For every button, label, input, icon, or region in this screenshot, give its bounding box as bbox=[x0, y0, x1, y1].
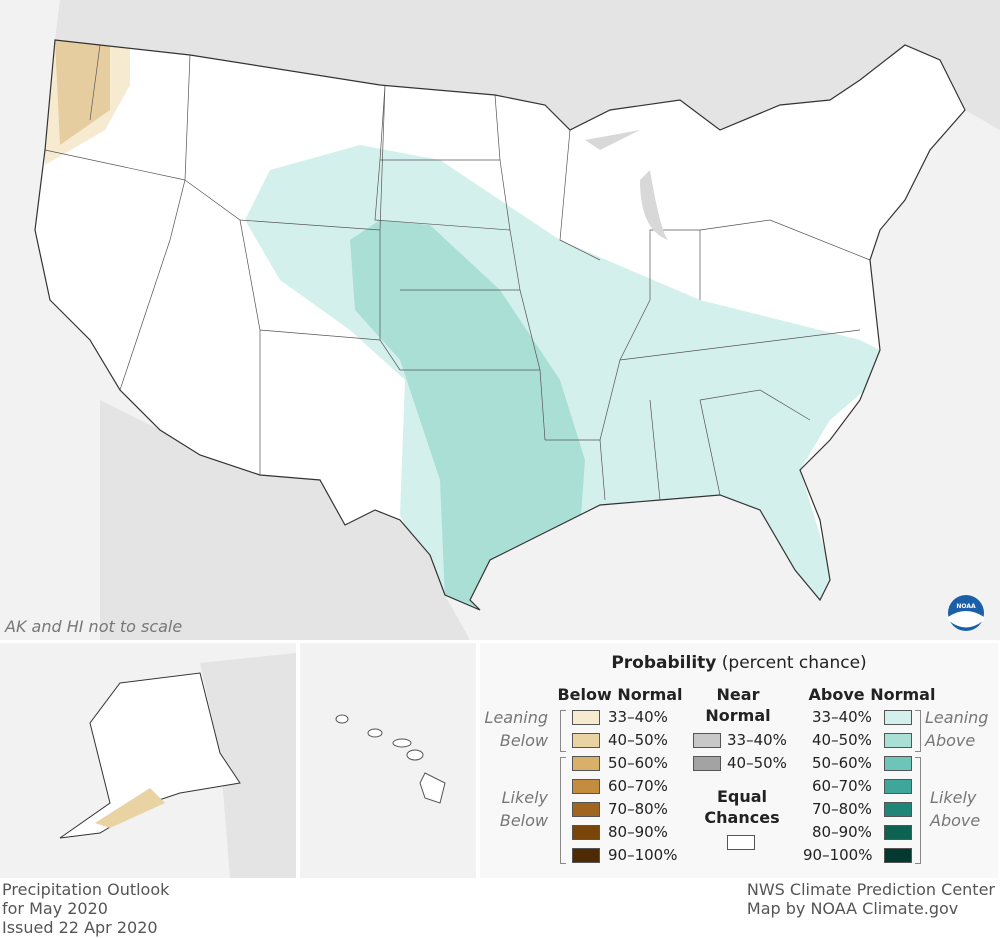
footer-right: NWS Climate Prediction Center Map by NOAA… bbox=[747, 880, 995, 918]
footer-line: Issued 22 Apr 2020 bbox=[2, 918, 158, 937]
alaska-inset bbox=[0, 643, 296, 878]
swatch bbox=[572, 825, 600, 840]
swatch bbox=[572, 848, 600, 863]
swatch bbox=[572, 733, 600, 748]
canada bbox=[55, 0, 1000, 130]
below-40-area bbox=[55, 40, 110, 145]
near-heading: Near Normal bbox=[705, 685, 771, 725]
likely-above: Likely Above bbox=[930, 788, 981, 830]
swatch bbox=[572, 710, 600, 725]
above-heading: Above Normal bbox=[808, 685, 936, 704]
below-heading: Below Normal bbox=[557, 685, 683, 704]
footer-line: Map by NOAA Climate.gov bbox=[746, 899, 959, 918]
swatch-label: 70–80% bbox=[812, 800, 872, 818]
swatch bbox=[693, 756, 721, 771]
footer-line: Precipitation Outlook bbox=[2, 880, 170, 899]
swatch-label: 90–100% bbox=[608, 846, 678, 864]
leaning-above: Leaning Above bbox=[925, 708, 989, 750]
scale-note: AK and HI not to scale bbox=[4, 617, 182, 636]
swatch bbox=[693, 733, 721, 748]
footer-line: NWS Climate Prediction Center bbox=[746, 880, 995, 899]
swatch-label: 60–70% bbox=[812, 777, 872, 795]
logo-text: NOAA bbox=[956, 603, 976, 610]
swatch bbox=[884, 802, 912, 817]
legend-title-text: Probability bbox=[611, 653, 717, 673]
swatch bbox=[572, 756, 600, 771]
canada-inset bbox=[200, 653, 296, 878]
swatch-label: 90–100% bbox=[803, 846, 873, 864]
swatch-label: 33–40% bbox=[608, 708, 668, 726]
bracket bbox=[915, 710, 921, 752]
swatch-label: 80–90% bbox=[812, 823, 872, 841]
swatch-label: 60–70% bbox=[608, 777, 668, 795]
equal-swatch bbox=[727, 835, 755, 850]
mexico bbox=[100, 400, 470, 640]
bracket bbox=[560, 710, 566, 752]
great-lakes bbox=[585, 130, 668, 240]
swatch-label: 40–50% bbox=[727, 754, 787, 772]
likely-below: Likely Below bbox=[499, 788, 548, 830]
swatch-label: 40–50% bbox=[812, 731, 872, 749]
swatch bbox=[884, 825, 912, 840]
us-outline bbox=[34, 39, 966, 611]
footer-left: Precipitation Outlook for May 2020 Issued … bbox=[2, 880, 169, 937]
noaa-logo-wave bbox=[948, 611, 984, 628]
swatch-label: 70–80% bbox=[608, 800, 668, 818]
main-map: NOAA AK and HI not to scale bbox=[0, 0, 1000, 640]
legend-title: Probability (percent chance) bbox=[480, 653, 998, 673]
bracket bbox=[560, 757, 566, 864]
leaning-below: Leaning Below bbox=[484, 708, 548, 750]
swatch bbox=[884, 733, 912, 748]
alaska-below-area bbox=[95, 788, 165, 828]
hawaii bbox=[335, 714, 446, 804]
swatch-label: 40–50% bbox=[608, 731, 668, 749]
state-borders bbox=[44, 44, 871, 501]
swatch bbox=[572, 802, 600, 817]
inset-bg bbox=[300, 643, 476, 878]
bracket bbox=[915, 757, 921, 864]
swatch-label: 50–60% bbox=[608, 754, 668, 772]
swatch-label: 50–60% bbox=[812, 754, 872, 772]
above-40-area bbox=[350, 220, 585, 610]
swatch bbox=[572, 779, 600, 794]
hawaii-inset bbox=[300, 643, 476, 878]
swatch bbox=[884, 848, 912, 863]
swatch-label: 33–40% bbox=[727, 731, 787, 749]
swatch-label: 80–90% bbox=[608, 823, 668, 841]
equal-heading: Equal Chances bbox=[704, 787, 780, 827]
swatch-label: 33–40% bbox=[812, 708, 872, 726]
footer-line: for May 2020 bbox=[2, 899, 108, 918]
swatch bbox=[884, 779, 912, 794]
legend-subtitle: (percent chance) bbox=[721, 653, 867, 673]
swatch bbox=[884, 710, 912, 725]
swatch bbox=[884, 756, 912, 771]
